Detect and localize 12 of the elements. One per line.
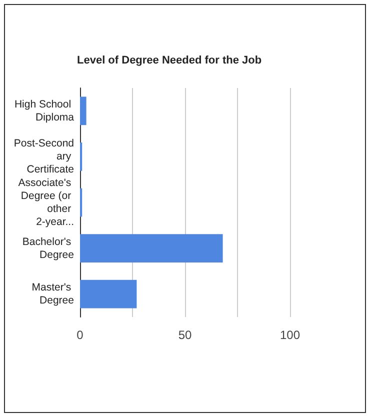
y-tick-label: Master's Degree [32, 282, 74, 307]
chart-title: Level of Degree Needed for the Job [77, 54, 262, 66]
bar [80, 280, 137, 308]
y-tick-label: Bachelor's Degree [22, 236, 74, 261]
x-tick-label: 50 [178, 328, 192, 342]
y-tick-label: Post-Secondary Certificate [14, 138, 74, 176]
x-tick-label: 0 [76, 328, 84, 342]
x-tick-label: 100 [280, 328, 300, 342]
bar [80, 234, 223, 262]
bar [80, 96, 86, 126]
y-tick-label: Associate's Degree (or other 2-year... [18, 177, 74, 228]
y-tick-label: High School Diploma [14, 98, 74, 124]
